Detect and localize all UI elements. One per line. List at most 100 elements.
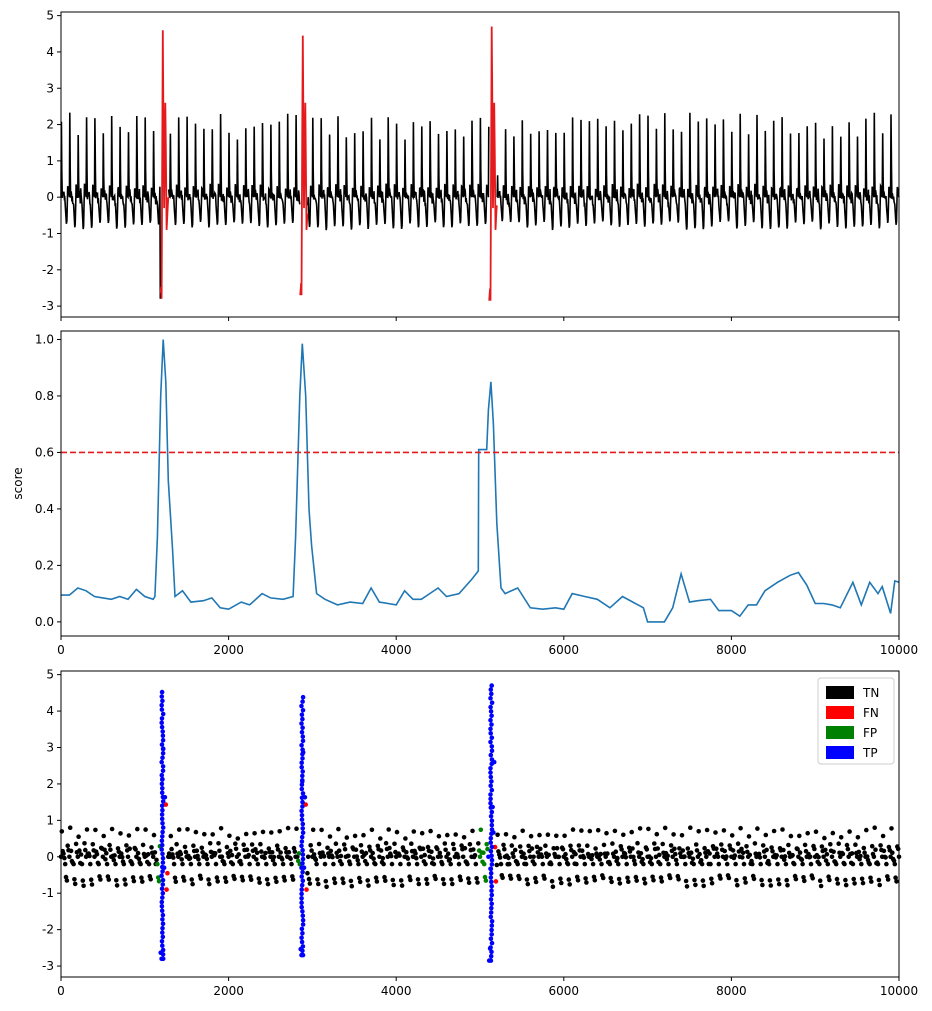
scatter-point <box>357 879 363 885</box>
scatter-point <box>488 766 493 771</box>
y-tick-label: 0.2 <box>35 558 54 572</box>
y-tick-label: 0.8 <box>35 389 54 403</box>
scatter-point <box>489 892 495 898</box>
scatter-point <box>193 829 199 835</box>
scatter-point <box>160 855 166 861</box>
scatter-point <box>315 877 320 882</box>
scatter-point <box>590 861 596 867</box>
scatter-point <box>482 874 488 880</box>
scatter-point <box>817 878 823 883</box>
scatter-point <box>98 877 103 882</box>
scatter-point <box>608 875 613 881</box>
scatter-point <box>664 857 670 862</box>
scatter-point <box>488 717 493 723</box>
scatter-point <box>160 729 165 734</box>
scatter-point <box>404 849 409 855</box>
y-tick-label: 1.0 <box>35 332 54 346</box>
scatter-point <box>533 875 538 881</box>
scatter-point <box>708 861 713 867</box>
scatter-point <box>79 861 85 867</box>
legend-label-tn: TN <box>862 686 879 700</box>
scatter-point <box>300 738 306 744</box>
scatter-point <box>299 926 305 932</box>
scatter-point <box>299 743 304 748</box>
scatter-point <box>319 827 324 833</box>
scatter-point <box>507 861 512 867</box>
scatter-point <box>481 850 486 855</box>
scatter-point <box>859 876 865 882</box>
scatter-point <box>709 876 714 882</box>
legend-swatch-tn <box>826 686 854 699</box>
scatter-point <box>88 877 94 882</box>
scatter-point <box>148 877 153 882</box>
scatter-point <box>512 834 517 840</box>
scatter-point <box>501 842 506 848</box>
legend-swatch-tp <box>826 746 854 759</box>
scatter-point <box>313 857 319 863</box>
scatter-point <box>189 877 194 882</box>
scatter-point <box>712 854 717 860</box>
scatter-point <box>160 737 166 743</box>
scatter-point <box>373 861 378 867</box>
scatter-point <box>755 826 760 831</box>
scatter-point <box>88 861 93 867</box>
scatter-point <box>127 846 132 851</box>
scatter-point <box>431 861 437 867</box>
scatter-point <box>119 854 125 860</box>
scatter-point <box>255 861 261 867</box>
scatter-point <box>640 856 645 862</box>
scatter-point <box>685 846 691 851</box>
scatter-point <box>78 852 84 857</box>
scatter-point <box>415 877 421 882</box>
scatter-point <box>256 876 262 881</box>
scatter-point <box>524 877 530 882</box>
scatter-point <box>151 832 157 838</box>
scatter-point <box>299 786 305 792</box>
x-tick-label: 4000 <box>381 984 412 998</box>
scatter-point <box>102 847 107 853</box>
scatter-point <box>489 862 495 867</box>
scatter-point <box>489 744 495 749</box>
scatter-point <box>257 880 262 885</box>
scatter-point <box>300 791 306 796</box>
scatter-point <box>598 851 603 857</box>
scatter-point <box>592 877 598 883</box>
scatter-point <box>159 816 165 822</box>
scatter-point <box>726 875 732 881</box>
scatter-point <box>133 847 138 852</box>
scatter-point <box>741 861 747 867</box>
scatter-point <box>413 851 418 856</box>
scatter-point <box>159 790 165 795</box>
scatter-point <box>135 826 140 832</box>
scatter-point <box>802 842 808 848</box>
scatter-point <box>427 854 433 860</box>
scatter-point <box>299 887 305 892</box>
scatter-point <box>750 861 755 867</box>
scatter-point <box>440 877 446 882</box>
scatter-point <box>160 851 165 857</box>
scatter-point <box>64 878 70 883</box>
scatter-point <box>488 739 493 745</box>
scatter-point <box>666 861 671 867</box>
scatter-point <box>539 854 545 859</box>
scatter-point <box>677 846 682 851</box>
scatter-point <box>693 882 698 888</box>
scatter-point <box>381 861 386 867</box>
scatter-point <box>633 874 639 880</box>
signal-line <box>60 112 900 299</box>
scatter-point <box>621 832 626 838</box>
scatter-point <box>398 861 403 867</box>
scatter-point <box>843 882 849 888</box>
scatter-point <box>589 856 594 862</box>
scatter-point <box>456 861 462 867</box>
scatter-point <box>450 841 456 847</box>
scatter-point <box>651 877 656 883</box>
scatter-point <box>729 833 735 838</box>
scatter-point <box>812 846 817 852</box>
y-tick-label: 4 <box>46 704 54 718</box>
scatter-point <box>453 832 459 837</box>
scatter-point <box>300 699 305 704</box>
scatter-point <box>819 844 825 849</box>
scatter-point <box>275 847 281 852</box>
scatter-point <box>59 829 65 834</box>
